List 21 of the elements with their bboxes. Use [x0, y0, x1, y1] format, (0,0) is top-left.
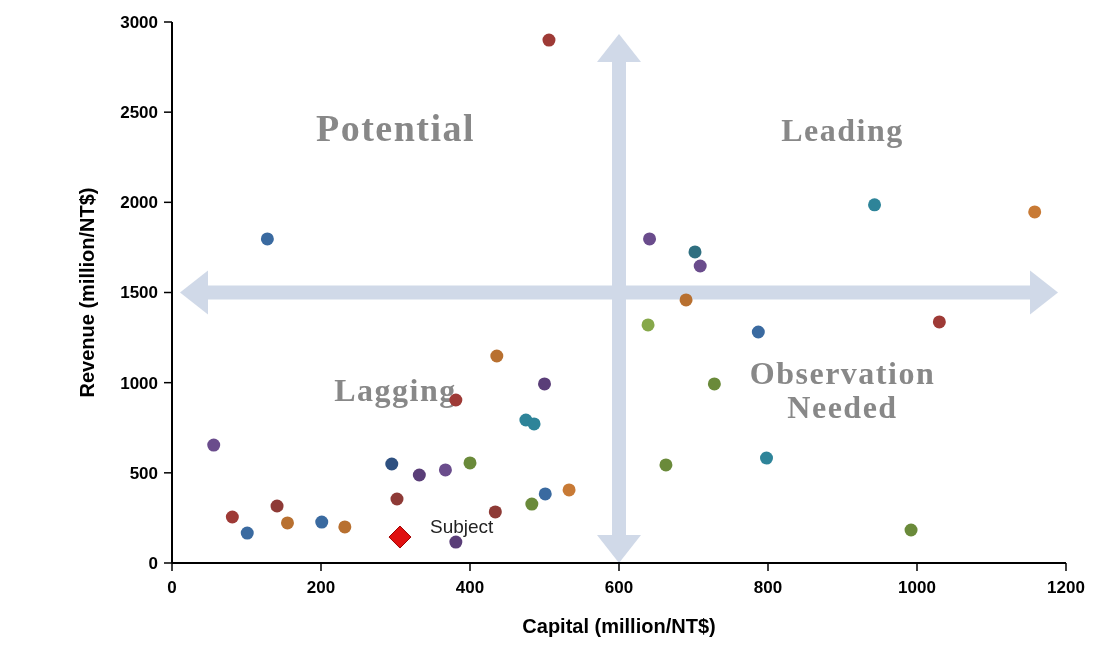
x-axis-title: Capital (million/NT$) [522, 615, 716, 637]
series-label: Subject [429, 516, 495, 538]
x-tick-label: 1200 [1047, 578, 1085, 597]
x-tick-label: 200 [306, 578, 336, 597]
y-tick-label: 2500 [120, 103, 158, 123]
annotation: Observation Needed [749, 354, 936, 425]
y-tick-label: 0 [148, 553, 158, 573]
x-tick-label: 1000 [898, 578, 936, 597]
x-tick-label: 600 [604, 578, 634, 597]
annotation: Potential [315, 107, 476, 150]
y-tick-label: 1500 [120, 283, 158, 303]
annotation: Leading [781, 112, 904, 149]
y-tick-label: 3000 [120, 12, 158, 32]
x-tick-label: 0 [167, 578, 177, 597]
y-tick-label: 1000 [120, 373, 158, 393]
x-tick-label: 400 [455, 578, 485, 597]
y-tick-label: 2000 [120, 193, 158, 213]
y-tick-label: 500 [129, 463, 158, 483]
x-tick-label: 800 [753, 578, 783, 597]
annotation: Lagging [334, 371, 457, 408]
y-axis-title: Revenue (million/NT$) [76, 187, 98, 398]
